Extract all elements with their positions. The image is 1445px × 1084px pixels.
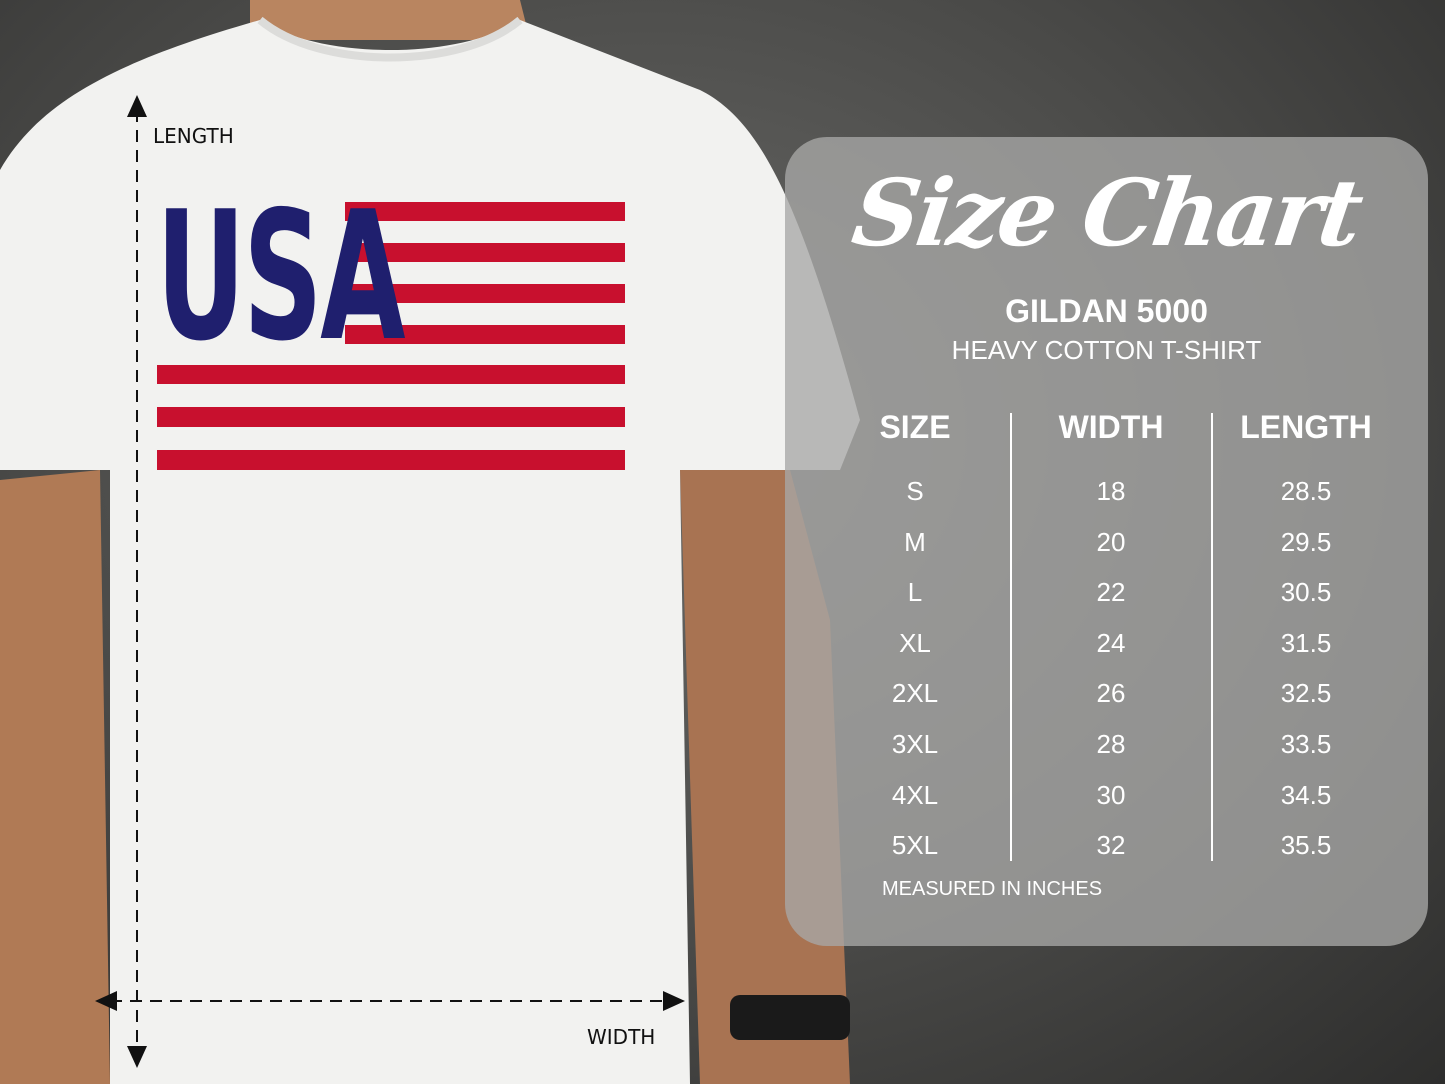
cell: S bbox=[906, 476, 924, 506]
cell: 2XL bbox=[891, 678, 939, 709]
cell: 31.5 bbox=[1280, 627, 1332, 658]
divider bbox=[1010, 413, 1012, 861]
header-length: LENGTH bbox=[1240, 409, 1372, 445]
size-column: SIZE S M L XL 2XL 3XL 4XL 5XL bbox=[815, 409, 1015, 876]
length-column: LENGTH 28.5 29.5 30.5 31.5 32.5 33.5 34.… bbox=[1206, 409, 1406, 876]
chart-title: Size Chart bbox=[846, 159, 1367, 267]
cell: 18 bbox=[1096, 476, 1126, 506]
cell: 35.5 bbox=[1280, 830, 1332, 861]
cell: 34.5 bbox=[1280, 779, 1332, 810]
cell: 3XL bbox=[891, 728, 939, 759]
product: HEAVY COTTON T-SHIRT bbox=[951, 335, 1262, 365]
cell: 24 bbox=[1096, 627, 1126, 658]
cell: 30.5 bbox=[1280, 577, 1332, 608]
header-width: WIDTH bbox=[1058, 409, 1164, 445]
cell: 28 bbox=[1096, 728, 1126, 759]
divider bbox=[1211, 413, 1213, 861]
cell: 29.5 bbox=[1280, 526, 1332, 557]
width-label: WIDTH bbox=[587, 1025, 656, 1049]
cell: 5XL bbox=[891, 830, 939, 861]
cell: 32 bbox=[1096, 830, 1126, 861]
length-label: LENGTH bbox=[153, 124, 234, 148]
cell: 28.5 bbox=[1280, 476, 1332, 506]
arrow-icons bbox=[95, 95, 685, 1068]
size-chart-panel: Size Chart GILDAN 5000 HEAVY COTTON T-SH… bbox=[785, 137, 1428, 946]
measure-lines bbox=[110, 110, 670, 1055]
footnote: MEASURED IN INCHES bbox=[882, 878, 1103, 900]
cell: 22 bbox=[1096, 577, 1126, 608]
width-column: WIDTH 18 20 22 24 26 28 30 32 bbox=[1011, 409, 1211, 876]
cell: 30 bbox=[1096, 779, 1126, 810]
header-size: SIZE bbox=[879, 409, 951, 445]
flag-stripes bbox=[157, 202, 625, 470]
cell: M bbox=[904, 526, 926, 557]
cell: 32.5 bbox=[1280, 678, 1332, 709]
cell: XL bbox=[899, 627, 931, 658]
cell: 26 bbox=[1096, 678, 1126, 709]
cell: 20 bbox=[1096, 526, 1126, 557]
cell: 33.5 bbox=[1280, 728, 1332, 759]
cell: 4XL bbox=[891, 779, 939, 810]
usa-text: USA bbox=[156, 173, 406, 380]
brand: GILDAN 5000 bbox=[1005, 293, 1208, 329]
cell: L bbox=[907, 577, 923, 608]
